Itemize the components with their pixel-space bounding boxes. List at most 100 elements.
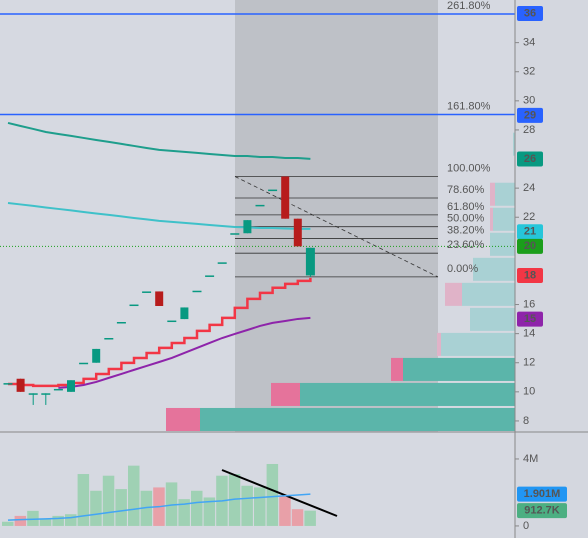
y-tick-label: 24 xyxy=(523,182,535,194)
candle-body xyxy=(16,378,25,392)
profile-down xyxy=(271,382,300,406)
profile-up xyxy=(495,182,515,206)
volume-bar xyxy=(304,510,316,526)
volume-bar xyxy=(90,490,102,526)
price-badge-label: 26 xyxy=(524,153,536,165)
candle-body xyxy=(28,393,38,395)
volume-bar xyxy=(65,514,77,526)
fib-label: 261.80% xyxy=(447,0,491,12)
volume-bar xyxy=(128,465,140,526)
profile-down xyxy=(490,207,493,231)
candle-body xyxy=(79,362,89,365)
volume-bar xyxy=(266,463,279,526)
candle-body xyxy=(293,218,302,247)
price-badge xyxy=(517,503,567,519)
profile-down xyxy=(391,357,403,381)
volume-bar xyxy=(140,490,153,526)
candle-body xyxy=(217,262,227,264)
ma-line xyxy=(58,316,311,389)
price-badge-label: 15 xyxy=(524,313,536,325)
fib-label: 0.00% xyxy=(447,263,478,275)
fib-diagonal xyxy=(234,176,439,278)
price-badge-label: 1.901M xyxy=(524,488,561,500)
ma-line xyxy=(7,121,311,160)
volume-bar xyxy=(279,495,291,526)
candle-body xyxy=(142,291,152,293)
price-badge xyxy=(517,267,543,283)
price-badge-label: 29 xyxy=(524,109,536,121)
price-badge xyxy=(517,107,543,123)
price-badge-label: 21 xyxy=(524,226,536,238)
candle-body xyxy=(230,233,240,235)
volume-bar xyxy=(39,518,52,526)
profile-up xyxy=(441,332,515,356)
profile-down xyxy=(490,182,495,206)
price-badge xyxy=(517,486,567,502)
y-tick-label: 14 xyxy=(523,328,535,340)
profile-up xyxy=(300,382,515,406)
volume-bar xyxy=(77,474,90,526)
y-tick-label: 16 xyxy=(523,298,535,310)
candle-body xyxy=(92,348,101,363)
profile-up xyxy=(493,207,515,231)
price-badge xyxy=(517,238,543,254)
profile-up xyxy=(403,357,515,381)
candle-body xyxy=(3,383,13,385)
volume-tick-label: 0 xyxy=(523,520,529,532)
profile-up xyxy=(462,282,515,306)
profile-up xyxy=(490,232,515,256)
y-tick-label: 22 xyxy=(523,211,535,223)
fib-label: 78.60% xyxy=(447,184,485,196)
candle-body xyxy=(67,380,75,392)
volume-bar xyxy=(14,515,27,526)
candle-body xyxy=(53,388,63,391)
volume-bar xyxy=(178,499,190,526)
profile-up xyxy=(473,257,515,281)
fib-label: 23.60% xyxy=(447,239,485,251)
candle-body xyxy=(192,290,202,293)
price-badge-label: 20 xyxy=(524,240,536,252)
volume-bar xyxy=(115,489,127,526)
y-tick-label: 8 xyxy=(523,415,529,427)
price-badge xyxy=(517,151,543,167)
ma-line xyxy=(7,201,311,230)
volume-bar xyxy=(165,482,178,526)
volume-bar xyxy=(241,485,253,526)
candle-body xyxy=(268,189,278,192)
fib-label: 50.00% xyxy=(447,213,485,225)
profile-down xyxy=(437,332,441,356)
profile-down xyxy=(166,407,200,431)
candle-body xyxy=(104,338,114,340)
price-badge-label: 912.7K xyxy=(524,505,560,517)
fib-label: 38.20% xyxy=(447,224,485,236)
price-badge-label: 18 xyxy=(524,269,536,281)
fib-label: 100.00% xyxy=(447,162,491,174)
volume-bar xyxy=(203,497,216,526)
profile-down xyxy=(445,282,462,306)
profile-up xyxy=(470,307,515,331)
candle-body xyxy=(243,220,252,234)
volume-bar xyxy=(291,509,304,526)
y-tick-label: 34 xyxy=(523,37,535,49)
volume-bar xyxy=(254,487,266,526)
price-badge xyxy=(517,6,543,22)
y-tick-label: 10 xyxy=(523,386,535,398)
profile-up xyxy=(200,407,515,431)
candle-body xyxy=(255,204,265,207)
volume-tick-label: 4M xyxy=(523,453,538,465)
y-tick-label: 30 xyxy=(523,95,535,107)
candle-body xyxy=(167,320,177,323)
candle-body xyxy=(281,176,290,219)
volume-bar xyxy=(102,475,115,526)
candle-body xyxy=(205,275,215,277)
volume-ma xyxy=(7,493,311,521)
price-badge xyxy=(517,311,543,327)
y-tick-label: 28 xyxy=(523,124,535,136)
volume-bar xyxy=(228,474,241,526)
candle-body xyxy=(129,304,139,307)
volume-bar xyxy=(27,510,39,526)
trend-line xyxy=(221,469,338,517)
profile-up xyxy=(513,132,515,156)
candle-body xyxy=(155,291,164,306)
